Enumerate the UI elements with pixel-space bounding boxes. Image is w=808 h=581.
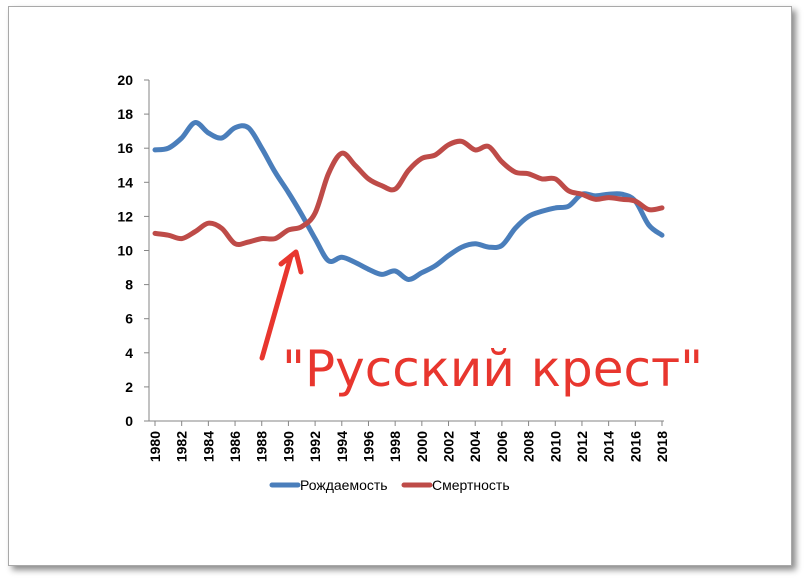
y-tick-label: 16 [117, 140, 133, 156]
legend-label: Смертность [432, 477, 510, 493]
y-tick-label: 4 [125, 345, 133, 361]
series-layer [152, 120, 665, 282]
y-tick-label: 10 [117, 243, 133, 259]
y-tick-label: 18 [117, 106, 133, 122]
x-tick-label: 1990 [280, 431, 296, 462]
x-tick-label: 2004 [467, 431, 483, 462]
legend: Рождаемость Смертность [269, 477, 510, 493]
x-tick-label: 2002 [441, 431, 457, 462]
x-tick-label: 2014 [601, 431, 617, 462]
x-tick-label: 2010 [547, 431, 563, 462]
y-tick-label: 20 [117, 72, 133, 88]
y-tick-label: 8 [125, 277, 133, 293]
x-tick-label: 1994 [334, 431, 350, 462]
x-tick-label: 2018 [654, 431, 670, 462]
x-tick-label: 2008 [521, 431, 537, 462]
x-tick-label: 2012 [574, 431, 590, 462]
x-tick-label: 1982 [174, 431, 190, 462]
x-tick-label: 2000 [414, 431, 430, 462]
x-tick-label: 1984 [200, 431, 216, 462]
series-line-birth-rate [152, 120, 665, 282]
annotation-arrowhead [278, 249, 304, 275]
y-tick-label: 6 [125, 311, 133, 327]
y-tick-label: 12 [117, 208, 133, 224]
x-tick-label: 1986 [227, 431, 243, 462]
axes: 0 2 4 6 8 10 12 14 16 18 20 1980 1982 1984 1986 1988 199… [117, 72, 670, 462]
annotation-arrow [259, 253, 294, 361]
x-tick-label: 1980 [147, 431, 163, 462]
annotation-text: "Русский крест" [282, 340, 703, 398]
series-line-death-rate [152, 138, 665, 248]
x-tick-label: 1988 [254, 431, 270, 462]
x-tick-label: 1992 [307, 431, 323, 462]
x-tick-label: 1996 [360, 431, 376, 462]
x-tick-label: 2016 [627, 431, 643, 462]
x-tick-label: 1998 [387, 431, 403, 462]
annotation: "Русский крест" [259, 249, 703, 398]
legend-label: Рождаемость [300, 477, 388, 493]
y-tick-label: 14 [117, 174, 133, 190]
x-tick-label: 2006 [494, 431, 510, 462]
chart-frame [8, 6, 792, 566]
y-tick-label: 0 [125, 413, 133, 429]
y-tick-label: 2 [125, 379, 133, 395]
